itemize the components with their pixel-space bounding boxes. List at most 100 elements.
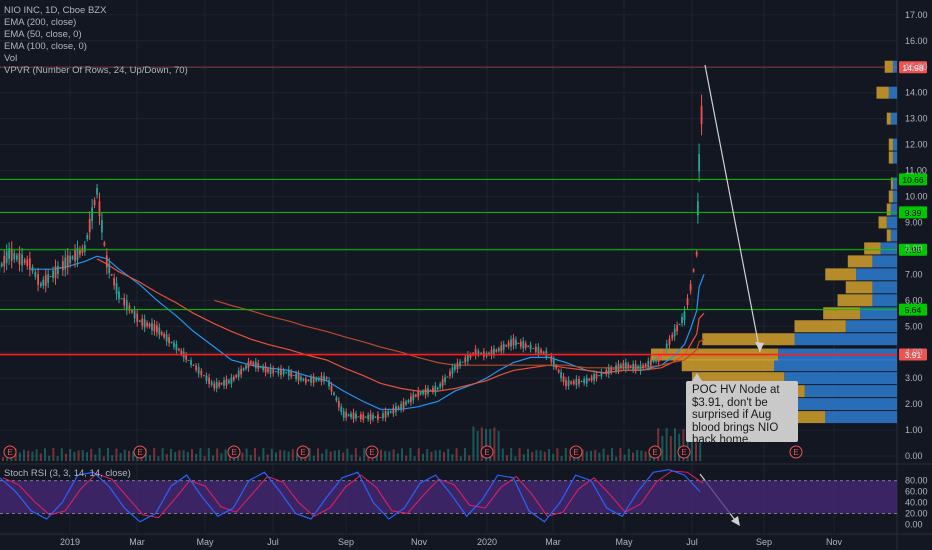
vpvr-up-bar: [892, 151, 897, 164]
candle-body: [456, 362, 459, 370]
horizontal-levels[interactable]: 10.66 9.39 7.95 5.64 3.91 14.98: [0, 61, 927, 361]
y-tick-label: 17.00: [905, 10, 928, 20]
volume-bar: [451, 454, 454, 461]
legend-vol[interactable]: Vol: [4, 53, 18, 64]
volume-bar: [438, 450, 441, 461]
candle-body: [310, 377, 312, 383]
volume-bar: [548, 449, 550, 461]
candle-body: [280, 368, 282, 376]
poc-callout[interactable]: POC HV Node at $3.91, don't be surprised…: [686, 373, 798, 446]
volume-bar: [581, 449, 584, 461]
candle-body: [245, 365, 247, 369]
volume-bar: [434, 450, 437, 461]
candle-body: [469, 354, 472, 358]
vpvr-down-bar: [825, 268, 856, 281]
x-tick-label: Mar: [545, 537, 561, 547]
stoch-y-tick-label: 60.00: [905, 487, 928, 497]
legend-ema50[interactable]: EMA (50, close, 0): [4, 29, 82, 40]
candle-body: [377, 414, 379, 420]
legend-vpvr[interactable]: VPVR (Number Of Rows, 24, Up/Down, 70): [4, 65, 188, 76]
candle-body: [274, 371, 277, 373]
candle-body: [575, 378, 578, 386]
candle-body: [247, 361, 250, 369]
x-tick-label: Jul: [686, 537, 698, 547]
candle-body: [405, 401, 407, 405]
candle-body: [138, 320, 141, 322]
volume-bar: [174, 452, 177, 461]
candle-body: [502, 344, 505, 350]
volume-bar: [413, 456, 416, 461]
volume-bar: [207, 448, 210, 461]
vpvr-down-bar: [886, 203, 891, 216]
candle-body: [153, 324, 156, 332]
volume-bar: [380, 449, 382, 461]
volume-bar: [48, 455, 51, 461]
candle-body: [113, 277, 116, 286]
candle-body: [441, 379, 444, 386]
level-price-label: 7.95: [905, 245, 922, 255]
y-tick-label: 16.00: [905, 36, 928, 46]
candle-body: [595, 373, 598, 379]
y-tick-label: 5.00: [905, 321, 923, 331]
stoch-rsi-legend[interactable]: Stoch RSI (3, 3, 14, 14, close): [4, 468, 131, 479]
volume-bar: [31, 451, 34, 461]
candle-body: [567, 380, 570, 387]
candle-body: [507, 342, 510, 347]
volume-bar: [338, 449, 340, 461]
volume-bar: [674, 428, 676, 461]
candle-body: [345, 411, 348, 418]
candle-body: [459, 361, 461, 367]
volume-bar: [94, 454, 97, 461]
stoch-k-line: [0, 468, 701, 523]
candle-body: [26, 259, 29, 266]
candle-body: [424, 388, 427, 395]
stoch-y-tick-label: 80.00: [905, 476, 928, 486]
candle-body: [364, 416, 367, 418]
candle-body: [328, 380, 330, 387]
stoch-y-tick-label: 20.00: [905, 509, 928, 519]
candle-body: [431, 387, 434, 392]
candle-body: [101, 220, 103, 233]
candle-body: [644, 364, 647, 367]
legend-ema200[interactable]: EMA (200, close): [4, 17, 77, 28]
time-axis[interactable]: 2019 Mar May Jul Sep Nov 2020 Mar May Jul Sep Nov: [60, 537, 843, 547]
candle-body: [202, 375, 205, 377]
vpvr-down-bar: [847, 255, 873, 268]
volume-bar: [627, 448, 630, 461]
volume-bar: [657, 428, 660, 461]
candle-body: [190, 360, 192, 365]
vpvr-down-bar: [702, 333, 795, 346]
ema-line: [96, 258, 705, 392]
price-axis[interactable]: 0.00 1.00 2.00 3.00 4.00 5.00 6.00 7.00 8.00 9.00…: [905, 10, 928, 530]
candle-body: [429, 389, 432, 391]
volume-bar: [241, 452, 244, 461]
candle-body: [151, 322, 153, 331]
vpvr-down-bar: [837, 294, 873, 307]
volume-bar: [644, 451, 647, 461]
volume-bar: [65, 453, 67, 461]
vpvr-up-bar: [872, 255, 897, 268]
volume-bar: [388, 451, 391, 461]
stoch-y-tick-label: 40.00: [905, 498, 928, 508]
legend-symbol[interactable]: NIO INC, 1D, Cboe BZX: [4, 5, 107, 16]
candle-body: [374, 416, 377, 418]
candle-body: [317, 377, 320, 381]
candle-body: [461, 361, 464, 363]
candle-body: [627, 364, 630, 368]
legend-ema100[interactable]: EMA (100, close, 0): [4, 41, 87, 52]
candle-body: [565, 380, 567, 387]
candle-body: [42, 279, 45, 286]
earnings-marker-label: E: [484, 448, 489, 457]
candle-body: [683, 311, 686, 321]
candle-body: [295, 373, 297, 379]
volume-bar: [149, 455, 151, 461]
y-tick-label: 14.00: [905, 88, 928, 98]
candle-body: [689, 284, 692, 291]
candle-body: [165, 334, 168, 342]
vpvr-down-bar: [888, 190, 893, 203]
candle-body: [128, 305, 131, 311]
volume-bar: [501, 448, 504, 461]
volume-bar: [543, 451, 546, 461]
